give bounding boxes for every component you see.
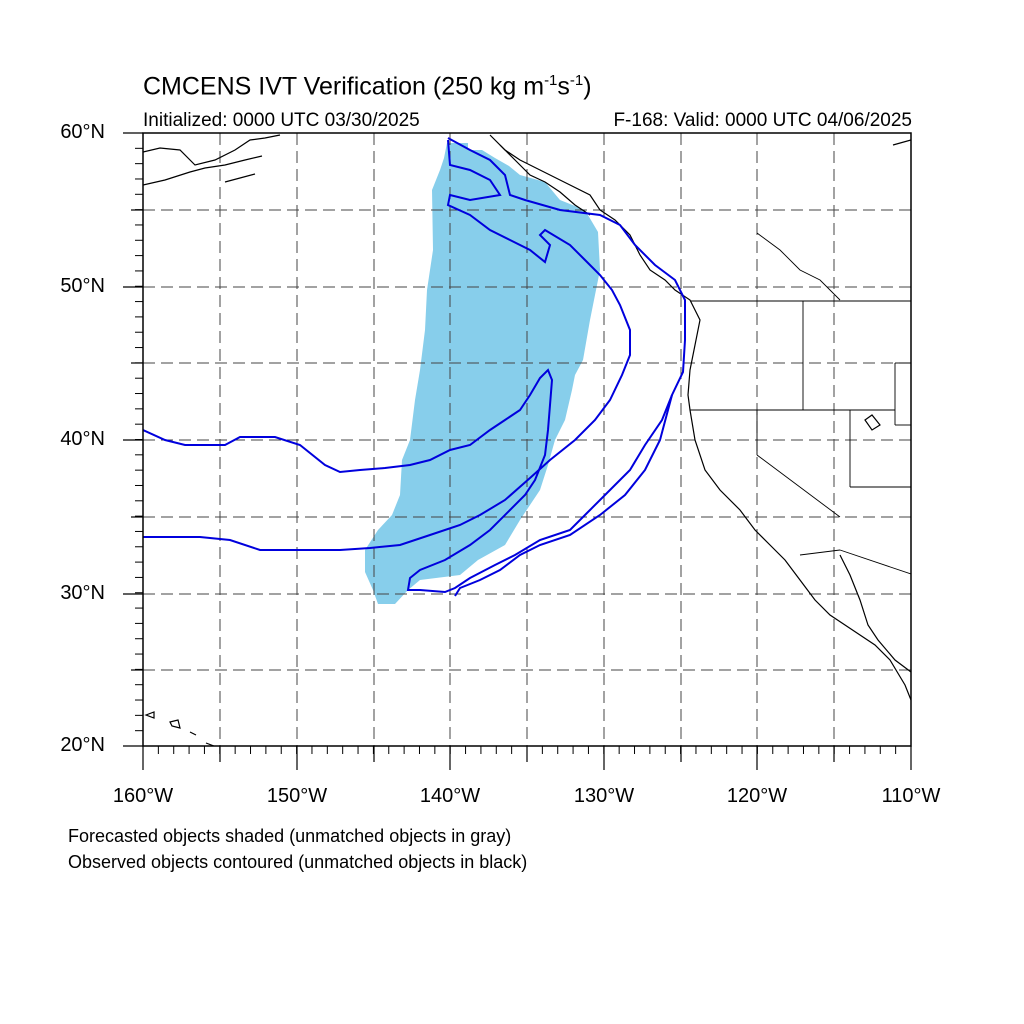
minor-ticks (135, 132, 912, 754)
observed-object-outer (143, 137, 686, 594)
lon-label-110w: 110°W (881, 785, 941, 807)
political-borders (690, 232, 911, 575)
lat-label-50n: 50°N (60, 275, 105, 297)
lat-label-30n: 30°N (60, 582, 105, 604)
coastlines (143, 134, 911, 746)
lon-label-150w: 150°W (266, 785, 328, 807)
valid-time-label: F-168: Valid: 0000 UTC 04/06/2025 (613, 110, 912, 131)
lat-label-20n: 20°N (60, 734, 105, 756)
footnote-observed: Observed objects contoured (unmatched ob… (68, 852, 528, 872)
map-title: CMCENS IVT Verification (250 kg m-1s-1) (143, 72, 592, 101)
observed-object-inner (143, 139, 631, 551)
observed-contours (143, 137, 686, 597)
lat-label-60n: 60°N (60, 121, 105, 143)
observed-object-south (454, 394, 673, 597)
graticule (143, 133, 911, 746)
lon-label-120w: 120°W (726, 785, 788, 807)
lon-label-140w: 140°W (419, 785, 481, 807)
lon-label-160w: 160°W (112, 785, 174, 807)
lon-label-130w: 130°W (573, 785, 635, 807)
initialized-label: Initialized: 0000 UTC 03/30/2025 (143, 110, 420, 131)
footnote-forecast: Forecasted objects shaded (unmatched obj… (68, 826, 512, 846)
lat-label-40n: 40°N (60, 428, 105, 450)
